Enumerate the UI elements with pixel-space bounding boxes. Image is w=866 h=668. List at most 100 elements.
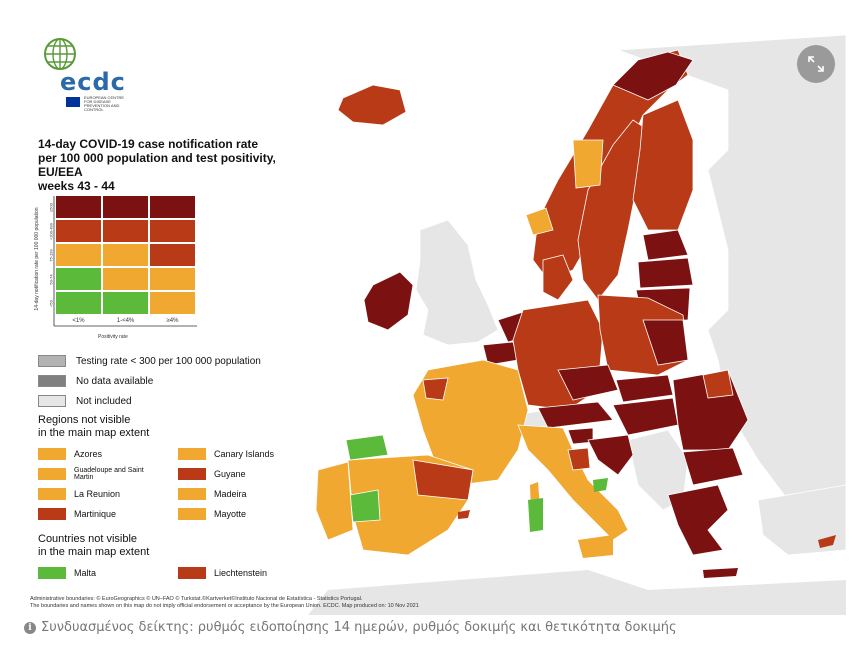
region-label: Canary Islands	[214, 449, 275, 459]
turkey	[757, 484, 846, 556]
region-swatch	[178, 448, 206, 460]
country-label: Liechtenstein	[214, 568, 268, 578]
regions-title-line-2: in the main map extent	[38, 427, 150, 439]
region-label: La Reunion	[74, 489, 121, 499]
poland-east	[642, 319, 689, 366]
legend-testing-rate: Testing rate < 300 per 100 000 populatio…	[38, 354, 261, 368]
matrix-y-axis-label: 14-day notification rate per 100 000 pop…	[34, 207, 40, 311]
matrix-cell	[56, 220, 101, 242]
matrix-cell	[56, 268, 101, 290]
matrix-cell	[56, 196, 101, 218]
countries-title-line-1: Countries not visible	[38, 533, 138, 545]
crete	[703, 568, 738, 578]
norway-south-orange	[525, 207, 554, 236]
region-label: Mayotte	[214, 509, 247, 519]
legend-swatch	[38, 395, 66, 407]
sicily	[578, 535, 613, 558]
region-label: Madeira	[214, 489, 247, 499]
matrix-cell	[150, 220, 195, 242]
countries-title-line-2: in the main map extent	[38, 546, 150, 558]
matrix-x-tick: 1-<4%	[116, 318, 135, 324]
image-caption: i Συνδυασμένος δείκτης: ρυθμός ειδοποίησ…	[24, 620, 677, 635]
logo-subtitle: EUROPEAN CENTRE FOR DISEASE PREVENTION A…	[84, 95, 125, 112]
region-legend-item: Mayotte	[178, 508, 246, 520]
europe-map	[308, 34, 846, 615]
ecdc-logo: ecdc EUROPEAN CENTRE FOR DISEASE PREVENT…	[38, 36, 128, 112]
denmark	[542, 254, 574, 301]
spain-ne-red	[412, 459, 474, 501]
spain-north-green	[345, 434, 389, 461]
matrix-cell	[56, 244, 101, 266]
sweden-orange	[572, 139, 604, 189]
region-legend-item: Martinique	[38, 508, 116, 520]
regions-title: Regions not visible in the main map exte…	[38, 414, 149, 440]
legend-label: Not included	[76, 395, 132, 407]
country-swatch	[38, 567, 66, 579]
norway-north	[612, 51, 694, 101]
region-label: Martinique	[74, 509, 117, 519]
region-legend-item: Canary Islands	[178, 448, 274, 460]
region-swatch	[178, 488, 206, 500]
region-label: Guyane	[214, 469, 246, 479]
legend-label: Testing rate < 300 per 100 000 populatio…	[76, 355, 261, 367]
legend-swatch	[38, 355, 66, 367]
region-swatch	[38, 448, 66, 460]
globe-icon	[44, 38, 76, 70]
region-legend-item: La Reunion	[38, 488, 120, 500]
matrix-cell	[103, 196, 148, 218]
sweden	[577, 119, 649, 301]
matrix-cell	[150, 268, 195, 290]
region-legend-item: Guadeloupe and Saint Martin	[38, 467, 144, 481]
latvia	[637, 257, 694, 289]
matrix-cell	[103, 244, 148, 266]
country-legend-item: Malta	[38, 567, 96, 579]
country-legend-item: Liechtenstein	[178, 567, 267, 579]
cyprus	[818, 535, 836, 548]
countries-title: Countries not visible in the main map ex…	[38, 533, 149, 559]
sardinia	[528, 498, 543, 532]
title-line-1: 14-day COVID-19 case notification rate	[38, 137, 259, 151]
expand-button[interactable]	[797, 45, 835, 83]
croatia	[587, 434, 634, 476]
estonia	[642, 229, 689, 261]
expand-icon	[808, 56, 824, 72]
matrix-cell	[150, 196, 195, 218]
region-label: Guadeloupe and Saint Martin	[74, 467, 144, 481]
austria	[537, 401, 614, 429]
iceland	[337, 84, 407, 126]
eu-flag-icon	[66, 97, 80, 107]
matrix-axes	[53, 196, 197, 327]
balearic	[458, 510, 470, 519]
title-line-3: weeks 43 - 44	[38, 179, 115, 193]
matrix-x-tick: ≥4%	[166, 318, 179, 324]
logo-text: ecdc	[60, 68, 126, 96]
title-line-2: per 100 000 population and test positivi…	[38, 151, 276, 179]
region-label: Azores	[74, 449, 103, 459]
footer-line-1: Administrative boundaries: © EuroGeograp…	[30, 596, 363, 602]
italy-ne-red	[567, 447, 591, 471]
matrix-cell	[56, 292, 101, 314]
footer-line-2: The boundaries and names shown on this m…	[30, 603, 419, 609]
legend-label: No data available	[76, 375, 154, 387]
region-swatch	[38, 508, 66, 520]
region-legend-item: Azores	[38, 448, 102, 460]
portugal	[315, 461, 354, 541]
matrix-cell	[103, 220, 148, 242]
region-swatch	[178, 508, 206, 520]
regions-title-line-1: Regions not visible	[38, 414, 131, 426]
matrix-cell	[150, 292, 195, 314]
map-title: 14-day COVID-19 case notification rate p…	[38, 137, 318, 193]
matrix-cell	[103, 292, 148, 314]
romania-ne	[702, 369, 734, 399]
region-swatch	[38, 468, 66, 480]
spain-center-green	[349, 489, 381, 523]
map-figure: ecdc EUROPEAN CENTRE FOR DISEASE PREVENT…	[28, 30, 846, 615]
caption-text: Συνδυασμένος δείκτης: ρυθμός ειδοποίησης…	[41, 620, 677, 635]
finland	[632, 99, 694, 231]
legend-swatch	[38, 375, 66, 387]
matrix-x-axis-label: Positivity rate	[98, 334, 128, 340]
region-swatch	[178, 468, 206, 480]
legend-not-included: Not included	[38, 394, 132, 408]
map-footer: Administrative boundaries: © EuroGeograp…	[30, 596, 730, 610]
france-red	[422, 377, 449, 401]
